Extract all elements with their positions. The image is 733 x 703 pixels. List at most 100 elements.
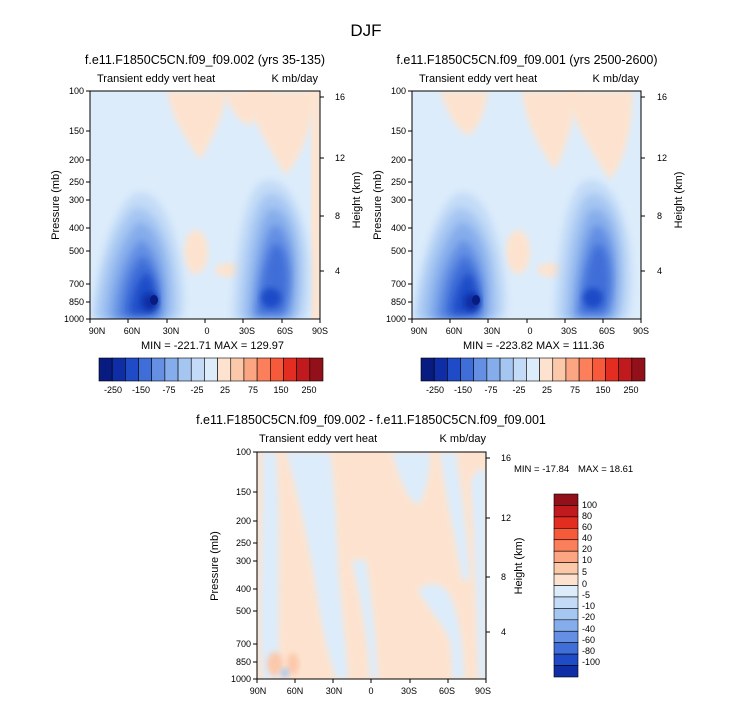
panel-2-ylabel: Pressure (mb) xyxy=(372,170,384,240)
y-tick-label: 400 xyxy=(391,223,406,233)
figure-title: DJF xyxy=(350,21,381,40)
panel-1-ylabel-right: Height (km) xyxy=(351,172,363,229)
panel-1-title: f.e11.F1850C5CN.f09_f09.002 (yrs 35-135) xyxy=(85,53,325,67)
colorbar-swatch xyxy=(553,573,579,586)
colorbar-swatch xyxy=(125,357,139,382)
colorbar-label: 60 xyxy=(582,522,592,532)
y2-tick-label: 8 xyxy=(657,211,662,221)
colorbar-swatch xyxy=(447,357,461,382)
y-tick-label: 200 xyxy=(391,155,406,165)
colorbar-swatch xyxy=(553,653,579,666)
panel-3-x-ticks: 90N 60N 30N 0 30S 60S 90S xyxy=(250,679,491,696)
colorbar-label: 40 xyxy=(582,533,592,543)
y-tick-label: 300 xyxy=(391,195,406,205)
panel-3-y2-ticks: 16 12 8 4 xyxy=(486,453,511,637)
colorbar-label: 75 xyxy=(248,385,258,395)
colorbar-swatch xyxy=(164,357,179,382)
panel-2-field xyxy=(412,91,641,319)
y2-tick-label: 12 xyxy=(501,513,511,523)
y2-tick-label: 4 xyxy=(335,266,340,276)
x-tick-label: 90S xyxy=(633,326,649,336)
colorbar-label: 250 xyxy=(301,385,316,395)
panel-1-colorbar xyxy=(98,357,324,382)
y-tick-label: 700 xyxy=(391,279,406,289)
colorbar-label: 250 xyxy=(623,385,638,395)
colorbar-swatch xyxy=(539,357,554,382)
y-tick-label: 850 xyxy=(391,297,406,307)
panel-3-ylabel-right: Height (km) xyxy=(513,538,525,595)
y-tick-label: 300 xyxy=(69,195,84,205)
colorbar-swatch xyxy=(283,357,297,382)
colorbar-swatch xyxy=(177,357,192,382)
y-tick-label: 1000 xyxy=(386,314,406,324)
y-tick-label: 150 xyxy=(69,126,84,136)
panel-1-left-label: Transient eddy vert heat xyxy=(97,73,215,85)
panel-2-y2-ticks: 16 12 8 4 xyxy=(641,92,667,276)
x-tick-label: 90S xyxy=(475,686,491,696)
panel-2-y-ticks: 100 150 200 250 300 400 500 700 850 1000 xyxy=(386,86,412,324)
colorbar-swatch xyxy=(553,493,579,506)
panel-1-max: MAX = 129.97 xyxy=(214,340,284,352)
colorbar-label: 10 xyxy=(582,555,592,565)
y-tick-label: 400 xyxy=(236,584,251,594)
colorbar-label: -75 xyxy=(484,385,497,395)
colorbar-label: 20 xyxy=(582,544,592,554)
panel-3-colorbar xyxy=(553,493,579,678)
colorbar-label: -40 xyxy=(582,624,595,634)
y-tick-label: 250 xyxy=(69,177,84,187)
y2-tick-label: 8 xyxy=(501,572,506,582)
colorbar-swatch xyxy=(460,357,475,382)
y-tick-label: 850 xyxy=(236,657,251,667)
colorbar-label: -60 xyxy=(582,635,595,645)
panel-1-ylabel: Pressure (mb) xyxy=(50,170,62,240)
y-tick-label: 250 xyxy=(236,538,251,548)
y-tick-label: 500 xyxy=(391,246,406,256)
colorbar-swatch xyxy=(565,357,580,382)
panel-1: f.e11.F1850C5CN.f09_f09.002 (yrs 35-135)… xyxy=(50,53,363,395)
x-tick-label: 60S xyxy=(439,686,455,696)
colorbar-swatch xyxy=(98,357,113,382)
colorbar-label: 25 xyxy=(220,385,230,395)
colorbar-swatch xyxy=(631,357,646,382)
colorbar-swatch xyxy=(553,516,579,529)
colorbar-label: -20 xyxy=(582,612,595,622)
panel-2-x-ticks: 90N 60N 30N 0 30S 60S 90S xyxy=(411,319,649,336)
y-tick-label: 250 xyxy=(391,177,406,187)
panel-1-right-label: K mb/day xyxy=(272,73,319,85)
colorbar-swatch xyxy=(296,357,311,382)
colorbar-swatch xyxy=(553,619,579,632)
x-tick-label: 30N xyxy=(326,686,343,696)
y-tick-label: 150 xyxy=(391,126,406,136)
y-tick-label: 500 xyxy=(69,246,84,256)
colorbar-swatch xyxy=(618,357,633,382)
colorbar-swatch xyxy=(553,642,579,655)
colorbar-label: 5 xyxy=(582,567,587,577)
y2-tick-label: 12 xyxy=(657,153,667,163)
y-tick-label: 200 xyxy=(236,516,251,526)
y2-tick-label: 8 xyxy=(335,211,340,221)
colorbar-label: -10 xyxy=(582,601,595,611)
colorbar-swatch xyxy=(230,357,245,382)
colorbar-swatch xyxy=(309,357,324,382)
x-tick-label: 0 xyxy=(368,686,373,696)
colorbar-label: 75 xyxy=(570,385,580,395)
y2-tick-label: 16 xyxy=(335,92,345,102)
x-tick-label: 60N xyxy=(446,326,463,336)
colorbar-label: -25 xyxy=(512,385,525,395)
y-tick-label: 700 xyxy=(69,279,84,289)
y-tick-label: 100 xyxy=(236,447,251,457)
panel-3-right-label: K mb/day xyxy=(440,433,487,445)
colorbar-swatch xyxy=(553,550,579,563)
colorbar-swatch xyxy=(553,539,579,552)
colorbar-swatch xyxy=(190,357,205,382)
colorbar-label: -5 xyxy=(582,590,590,600)
x-tick-label: 30S xyxy=(401,686,417,696)
y2-tick-label: 12 xyxy=(335,153,345,163)
panel-2-left-label: Transient eddy vert heat xyxy=(419,73,537,85)
colorbar-swatch xyxy=(553,562,579,575)
y-tick-label: 150 xyxy=(236,487,251,497)
colorbar-swatch xyxy=(553,505,579,518)
y2-tick-label: 4 xyxy=(657,266,662,276)
colorbar-swatch xyxy=(243,357,258,382)
panel-2-title: f.e11.F1850C5CN.f09_f09.001 (yrs 2500-26… xyxy=(396,53,657,67)
